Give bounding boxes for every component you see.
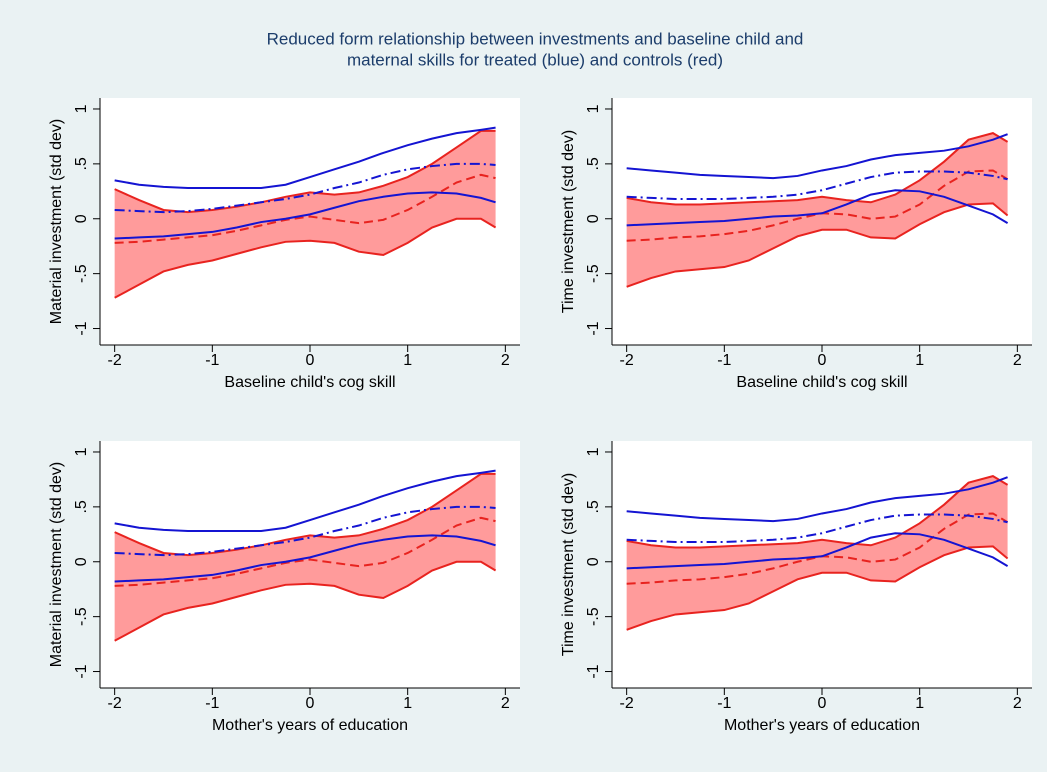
- y-tick-label: -1: [585, 664, 602, 678]
- y-tick-label: 1: [73, 447, 90, 456]
- series-line: [114, 516, 496, 587]
- series-line: [114, 505, 496, 557]
- series-line: [626, 189, 1009, 227]
- y-tick-label: .5: [585, 157, 602, 170]
- figure-title: Reduced form relationship between invest…: [267, 29, 804, 48]
- x-tick-label: -2: [620, 352, 634, 369]
- y-tick-label: -1: [585, 321, 602, 335]
- x-tick-label: -2: [108, 695, 122, 712]
- y-tick-label: 1: [73, 104, 90, 113]
- x-tick-label: 0: [306, 352, 315, 369]
- series-line: [114, 534, 496, 583]
- x-tick-label: 1: [403, 352, 412, 369]
- y-tick-label: 0: [73, 557, 90, 566]
- series-line: [114, 469, 496, 533]
- x-tick-label: 2: [501, 352, 510, 369]
- x-tick-label: -2: [620, 695, 634, 712]
- y-tick-label: -1: [73, 321, 90, 335]
- x-tick-label: 0: [818, 352, 827, 369]
- y-tick-label: -.5: [73, 264, 90, 283]
- ci-band-edge: [114, 217, 497, 299]
- x-axis-label: Baseline child's cog skill: [736, 374, 907, 391]
- series-line: [114, 162, 496, 214]
- y-tick-label: .5: [585, 500, 602, 513]
- series-line: [114, 126, 496, 190]
- x-tick-label: 0: [818, 695, 827, 712]
- ci-band-edge: [114, 560, 497, 642]
- series-line: [114, 191, 496, 240]
- series-line: [626, 133, 1008, 180]
- x-tick-label: -1: [205, 352, 219, 369]
- series-line: [626, 532, 1009, 570]
- ci-band: [626, 133, 1008, 287]
- y-tick-label: -.5: [585, 607, 602, 626]
- figure-title: maternal skills for treated (blue) and c…: [347, 50, 723, 69]
- y-tick-label: .5: [73, 500, 90, 513]
- y-tick-label: 0: [585, 557, 602, 566]
- x-tick-label: 1: [915, 695, 924, 712]
- y-axis-label: Time investment (std dev): [560, 473, 577, 656]
- ci-band-edge: [626, 545, 1009, 631]
- y-tick-label: -.5: [73, 607, 90, 626]
- y-tick-label: .5: [73, 157, 90, 170]
- x-axis-label: Baseline child's cog skill: [224, 374, 395, 391]
- series-line: [626, 476, 1008, 523]
- x-tick-label: 2: [1013, 695, 1022, 712]
- x-tick-label: -1: [717, 352, 731, 369]
- ci-band-edge: [626, 475, 1009, 549]
- ci-band-edge: [626, 132, 1009, 206]
- y-axis-label: Material investment (std dev): [48, 462, 65, 667]
- series-line: [626, 513, 1008, 543]
- x-tick-label: 0: [306, 695, 315, 712]
- series-line: [114, 173, 496, 244]
- y-tick-label: 0: [73, 214, 90, 223]
- y-tick-label: 1: [585, 104, 602, 113]
- series-line: [626, 170, 1008, 200]
- x-tick-label: -1: [717, 695, 731, 712]
- x-tick-label: 2: [1013, 352, 1022, 369]
- x-tick-label: -1: [205, 695, 219, 712]
- x-tick-label: 1: [403, 695, 412, 712]
- y-tick-label: 1: [585, 447, 602, 456]
- y-tick-label: 0: [585, 214, 602, 223]
- y-axis-label: Material investment (std dev): [48, 119, 65, 324]
- x-axis-label: Mother's years of education: [724, 717, 920, 734]
- x-tick-label: 1: [915, 352, 924, 369]
- x-tick-label: -2: [108, 352, 122, 369]
- y-axis-label: Time investment (std dev): [560, 130, 577, 313]
- ci-band-edge: [626, 202, 1009, 288]
- x-tick-label: 2: [501, 695, 510, 712]
- ci-band: [626, 476, 1008, 630]
- x-axis-label: Mother's years of education: [212, 717, 408, 734]
- y-tick-label: -1: [73, 664, 90, 678]
- y-tick-label: -.5: [585, 264, 602, 283]
